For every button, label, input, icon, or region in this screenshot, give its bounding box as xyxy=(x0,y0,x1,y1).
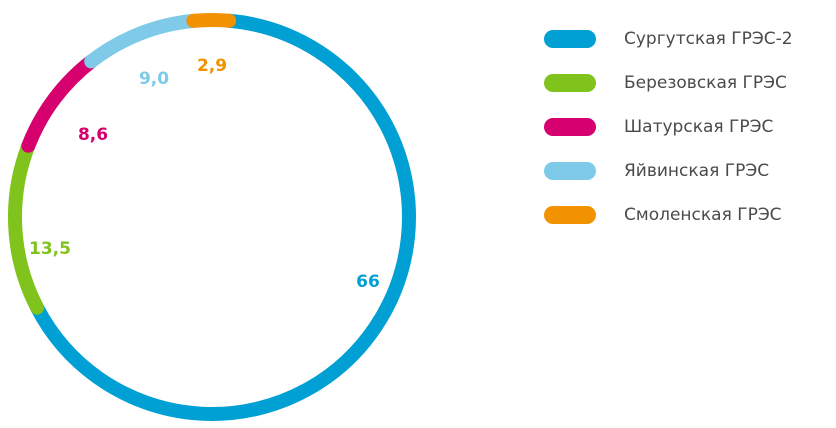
value-label-yayvinskaya: 9,0 xyxy=(139,69,169,89)
donut-segment xyxy=(30,13,416,421)
legend-label: Шатурская ГРЭС xyxy=(624,117,774,137)
donut-value-labels: 66 13,5 8,6 9,0 2,9 xyxy=(29,56,380,292)
donut-segments xyxy=(8,13,416,421)
legend-swatch xyxy=(544,118,596,136)
legend-item-berezovskaya: Березовская ГРЭС xyxy=(544,68,793,98)
legend-swatch xyxy=(544,162,596,180)
legend-label: Смоленская ГРЭС xyxy=(624,205,782,225)
legend-item-shaturskaya: Шатурская ГРЭС xyxy=(544,112,793,142)
value-label-surgut: 66 xyxy=(356,272,380,292)
legend-label: Березовская ГРЭС xyxy=(624,73,787,93)
legend-swatch xyxy=(544,74,596,92)
legend-item-surgut: Сургутская ГРЭС-2 xyxy=(544,24,793,54)
donut-segment xyxy=(8,138,45,315)
legend-label: Яйвинская ГРЭС xyxy=(624,161,770,181)
legend-swatch xyxy=(544,206,596,224)
legend-swatch xyxy=(544,30,596,48)
donut-segment xyxy=(84,13,201,69)
chart-legend: Сургутская ГРЭС-2 Березовская ГРЭС Шатур… xyxy=(544,24,793,244)
legend-label: Сургутская ГРЭС-2 xyxy=(624,29,793,49)
legend-item-yayvinskaya: Яйвинская ГРЭС xyxy=(544,156,793,186)
donut-segment xyxy=(186,13,237,28)
value-label-shaturskaya: 8,6 xyxy=(78,125,108,145)
donut-chart: 66 13,5 8,6 9,0 2,9 xyxy=(8,13,416,421)
value-label-smolenskaya: 2,9 xyxy=(197,56,227,76)
legend-item-smolenskaya: Смоленская ГРЭС xyxy=(544,200,793,230)
donut-segment xyxy=(21,54,99,153)
value-label-berezovskaya: 13,5 xyxy=(29,239,71,259)
